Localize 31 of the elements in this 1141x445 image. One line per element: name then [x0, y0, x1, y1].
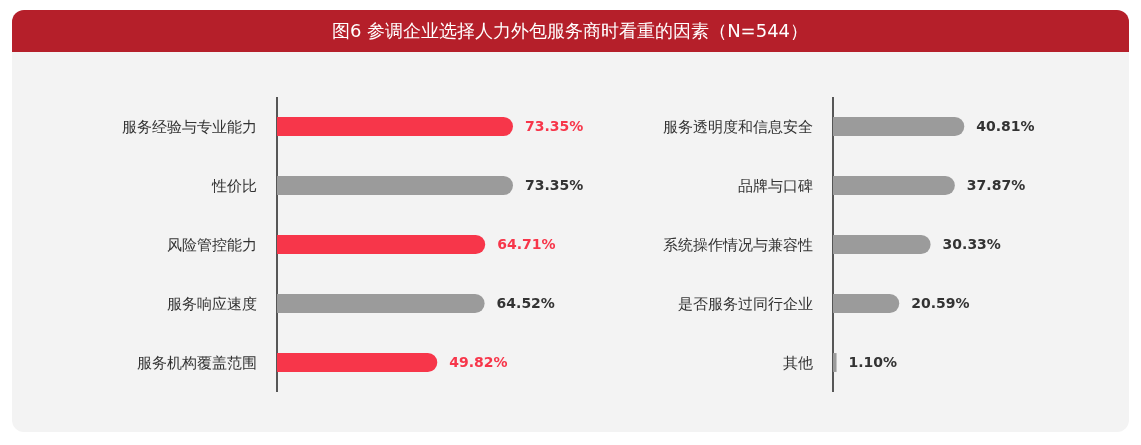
y-tick-label: 服务响应速度 — [167, 294, 257, 313]
text: 图6 参调企业选择人力外包服务商时看重的因素（N=544） — [331, 20, 809, 42]
bar — [277, 117, 513, 136]
y-tick-label: 性价比 — [211, 176, 257, 195]
bar — [277, 235, 486, 254]
y-tick-label: 风险管控能力 — [167, 235, 257, 254]
data-label: 64.71% — [497, 236, 556, 253]
y-tick-label: 是否服务过同行企业 — [678, 294, 813, 313]
data-label: 20.59% — [911, 295, 970, 312]
data-label: 1.10% — [848, 354, 898, 371]
bar — [833, 294, 900, 313]
bar — [833, 117, 965, 136]
bar — [833, 353, 837, 372]
y-tick-label: 品牌与口碑 — [738, 176, 813, 195]
bar — [277, 294, 485, 313]
bar — [277, 353, 438, 372]
y-tick-label: 服务透明度和信息安全 — [663, 117, 813, 136]
data-label: 73.35% — [525, 118, 584, 135]
bar — [833, 176, 955, 195]
y-tick-label: 服务机构覆盖范围 — [137, 353, 257, 372]
data-label: 37.87% — [966, 177, 1026, 194]
data-label: 73.35% — [525, 177, 584, 194]
data-label: 30.33% — [942, 236, 1001, 253]
bar — [277, 176, 513, 195]
y-tick-label: 系统操作情况与兼容性 — [663, 235, 813, 254]
y-tick-label: 其他 — [783, 353, 813, 372]
data-label: 40.81% — [976, 118, 1035, 135]
y-tick-label: 服务经验与专业能力 — [122, 117, 257, 136]
data-label: 64.52% — [496, 295, 555, 312]
bar — [833, 235, 931, 254]
data-label: 49.82% — [449, 354, 508, 371]
